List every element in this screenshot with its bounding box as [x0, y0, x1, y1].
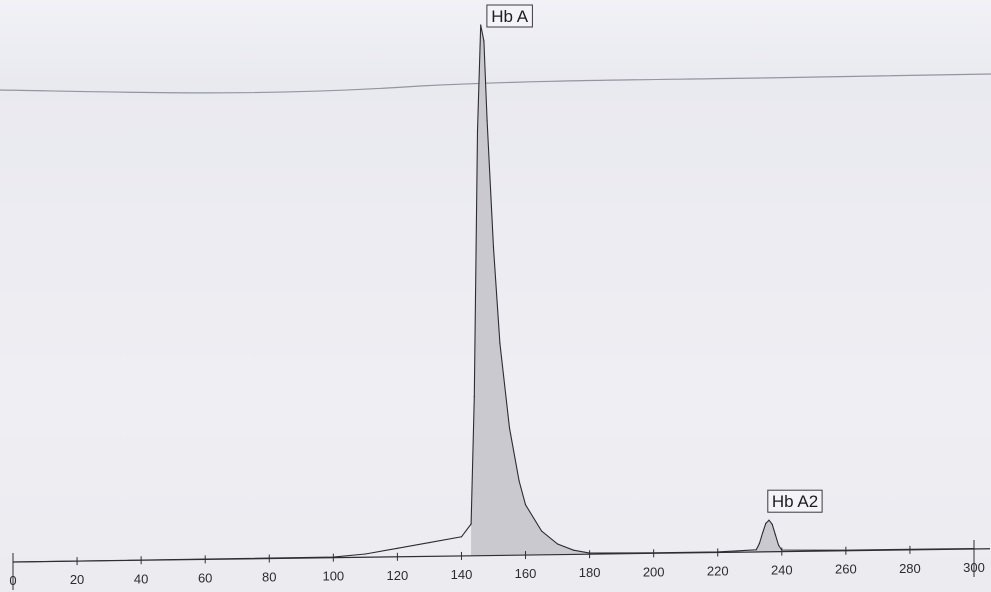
data-point: [476, 130, 479, 132]
data-point: [774, 534, 777, 536]
data-point: [470, 523, 472, 525]
data-point: [486, 119, 488, 122]
data-point: [771, 523, 773, 525]
data-point: [518, 480, 520, 482]
peak-label-text: Hb A2: [772, 492, 818, 511]
data-point: [765, 522, 767, 525]
x-tick-label: 240: [771, 563, 793, 578]
data-point: [499, 342, 501, 344]
x-tick-label: 40: [134, 571, 148, 586]
peak-area-hb-a: [471, 25, 590, 556]
peak-area-hb-a2: [756, 520, 782, 552]
peak-label-layer: Hb A Hb A2: [486, 4, 823, 513]
data-point: [758, 542, 761, 545]
peak-label-box: [767, 489, 823, 513]
x-tick-label: 80: [262, 570, 276, 585]
data-point: [396, 547, 398, 549]
peak-label-box: [486, 4, 533, 28]
data-point: [364, 553, 366, 555]
data-point: [768, 519, 770, 521]
data-point: [508, 427, 511, 429]
x-tick-label: 20: [70, 572, 84, 587]
data-point: [460, 536, 463, 538]
x-tick-label: 60: [198, 570, 212, 585]
x-tick-label: 160: [515, 566, 537, 581]
data-point: [573, 549, 575, 551]
x-tick-label: 120: [387, 568, 409, 583]
data-point: [480, 24, 482, 26]
x-tick-label: 0: [9, 573, 16, 588]
data-point: [557, 543, 559, 545]
data-point: [492, 247, 495, 249]
peak-area-layer: [471, 25, 782, 556]
data-point: [762, 532, 764, 534]
peak-label-hb-a: Hb A: [486, 4, 533, 28]
data-point: [428, 542, 430, 544]
x-tick-label: 280: [899, 561, 921, 576]
data-point: [473, 395, 475, 398]
x-axis-line: [12, 548, 991, 563]
x-tick-label: 300: [963, 560, 985, 575]
x-tick-label: 200: [643, 564, 665, 579]
x-tick-label: 180: [579, 565, 601, 580]
data-point: [483, 40, 485, 42]
peak-label-hb-a2: Hb A2: [767, 489, 823, 513]
paper-fold-line: [0, 73, 991, 94]
x-tick-label: 220: [707, 563, 729, 578]
data-point: [541, 530, 543, 532]
data-point: [778, 544, 780, 546]
x-tick-label: 140: [451, 567, 473, 582]
peak-label-text: Hb A: [491, 7, 529, 26]
data-point: [755, 549, 757, 551]
x-tick-label: 100: [322, 569, 344, 584]
x-tick-label: 260: [835, 562, 857, 577]
x-axis: 0 20 40 60 80 100 120 140 160 180 200 220 240 260 280 3…: [9, 540, 991, 590]
data-point: [524, 504, 527, 506]
